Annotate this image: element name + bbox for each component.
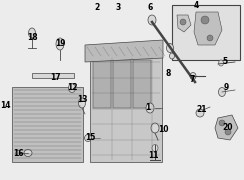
Text: 8: 8 <box>165 69 171 78</box>
Circle shape <box>207 35 213 41</box>
Ellipse shape <box>16 150 20 156</box>
Ellipse shape <box>79 98 85 108</box>
Text: 16: 16 <box>13 148 23 158</box>
Bar <box>133 60 151 108</box>
Text: 11: 11 <box>148 150 158 159</box>
Text: 17: 17 <box>50 73 60 82</box>
Text: 14: 14 <box>0 100 10 109</box>
Ellipse shape <box>84 134 92 141</box>
Ellipse shape <box>56 38 64 50</box>
Circle shape <box>201 16 209 24</box>
Ellipse shape <box>69 84 75 93</box>
Ellipse shape <box>196 109 204 117</box>
Ellipse shape <box>170 53 174 59</box>
Text: 12: 12 <box>67 84 77 93</box>
Polygon shape <box>85 40 163 62</box>
Text: 3: 3 <box>115 3 121 12</box>
Ellipse shape <box>24 150 32 156</box>
Polygon shape <box>90 57 162 162</box>
Text: 13: 13 <box>77 96 87 105</box>
Text: 2: 2 <box>94 3 100 12</box>
Text: 1: 1 <box>145 103 151 112</box>
Ellipse shape <box>146 103 154 113</box>
Ellipse shape <box>166 44 173 53</box>
Polygon shape <box>194 12 222 45</box>
Ellipse shape <box>152 145 158 152</box>
Ellipse shape <box>218 87 225 96</box>
Ellipse shape <box>151 123 159 133</box>
Bar <box>172 5 240 60</box>
Bar <box>93 60 111 108</box>
Text: 19: 19 <box>55 39 65 48</box>
Text: 6: 6 <box>147 3 153 12</box>
Text: 7: 7 <box>189 75 195 84</box>
Polygon shape <box>215 115 238 140</box>
Polygon shape <box>12 87 83 162</box>
Bar <box>113 60 131 108</box>
Text: 10: 10 <box>158 125 168 134</box>
Ellipse shape <box>148 15 156 25</box>
Text: 20: 20 <box>223 123 233 132</box>
Bar <box>32 73 74 78</box>
Circle shape <box>225 129 231 135</box>
Polygon shape <box>177 15 191 32</box>
Ellipse shape <box>190 73 196 80</box>
Text: 9: 9 <box>223 84 229 93</box>
Text: 4: 4 <box>193 1 199 10</box>
Ellipse shape <box>218 60 224 66</box>
Circle shape <box>180 19 186 25</box>
Ellipse shape <box>29 28 35 38</box>
Text: 18: 18 <box>27 33 37 42</box>
Text: 5: 5 <box>223 57 228 66</box>
Circle shape <box>219 120 225 126</box>
Text: 21: 21 <box>197 105 207 114</box>
Text: 15: 15 <box>85 132 95 141</box>
